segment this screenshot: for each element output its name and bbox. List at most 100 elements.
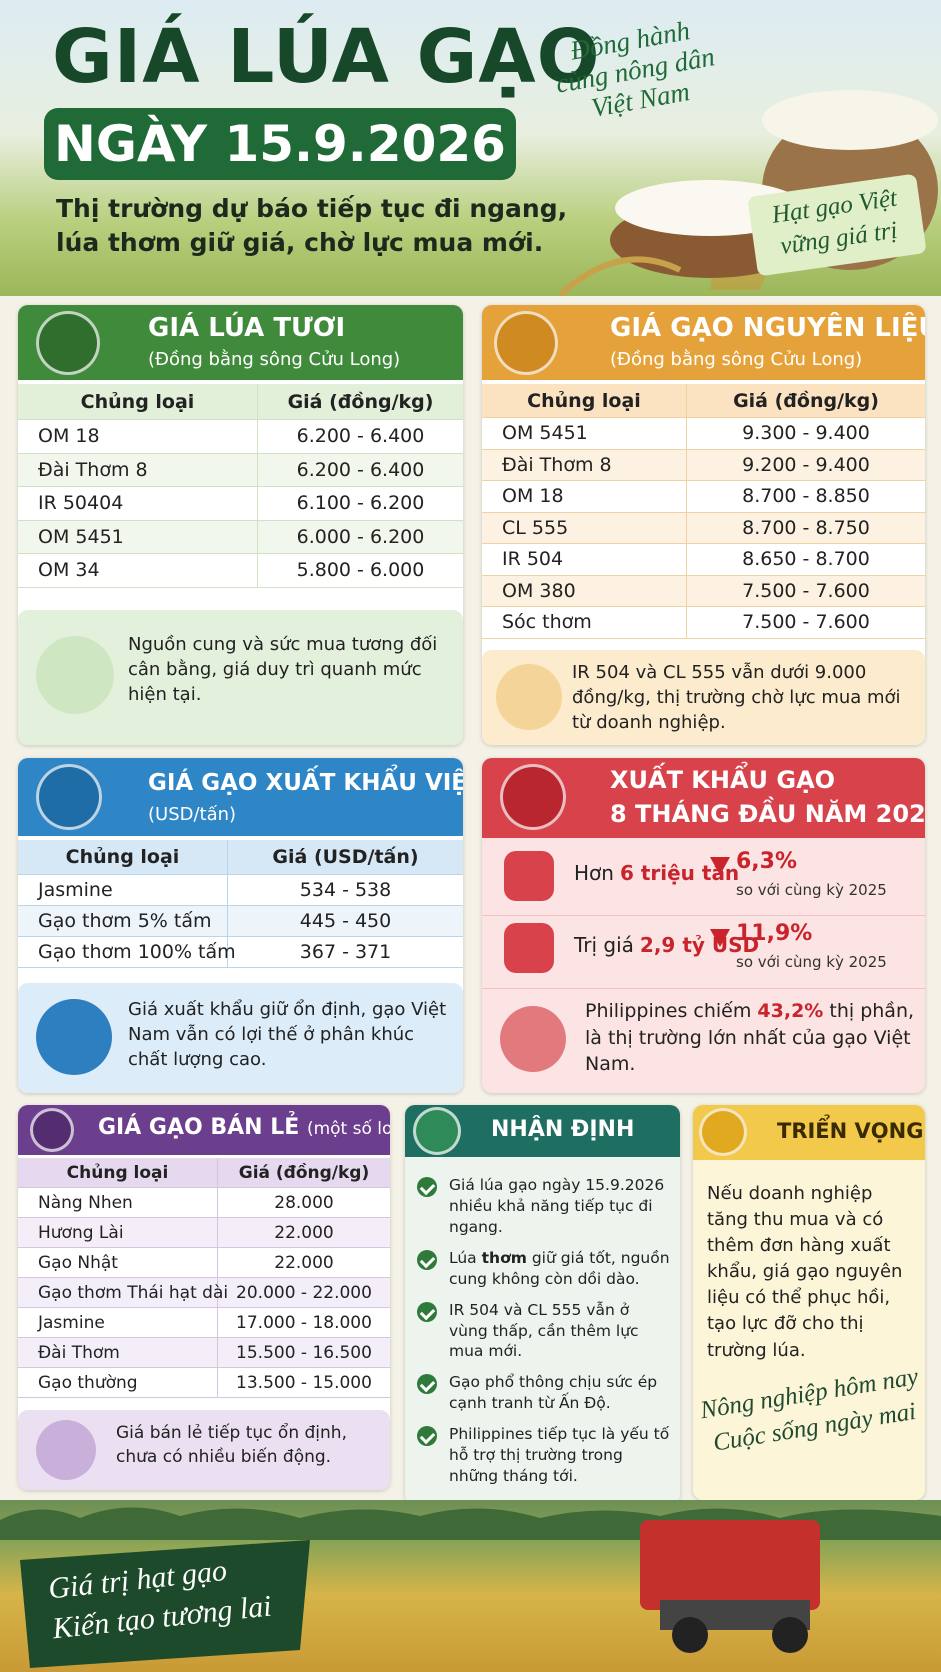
cell: OM 380 <box>482 575 687 606</box>
prospects-panel: TRIỂN VỌNG Nếu doanh nghiệp tăng thu mua… <box>693 1105 925 1500</box>
panel-header: GIÁ GẠO XUẤT KHẨU VIỆT NAM (USD/tấn) <box>18 758 463 836</box>
bullet: Philippines tiếp tục là yếu tố hỗ trợ th… <box>413 1424 671 1487</box>
share-highlight: 43,2% <box>757 1000 824 1022</box>
cell: 6.200 - 6.400 <box>296 425 425 448</box>
panel-title: GIÁ GẠO BÁN LẺ (một số loại) <box>98 1115 390 1140</box>
cell: OM 5451 <box>482 418 687 449</box>
table-row: OM 380 7.500 - 7.600 <box>482 575 925 607</box>
title-text: GIÁ GẠO BÁN LẺ <box>98 1115 300 1140</box>
cell: Jasmine <box>18 1308 218 1337</box>
cell: 17.000 - 18.000 <box>236 1312 372 1333</box>
cell: 6.200 - 6.400 <box>296 458 425 481</box>
table-row: OM 34 5.800 - 6.000 <box>18 554 463 588</box>
panel-title: GIÁ GẠO NGUYÊN LIỆU <box>610 313 925 343</box>
cell: IR 504 <box>482 544 687 575</box>
cell: Gạo thơm Thái hạt dài <box>18 1278 228 1307</box>
cell: Giá (đồng/kg) <box>733 389 879 412</box>
panel-header: GIÁ GẠO NGUYÊN LIỆU (Đồng bằng sông Cửu … <box>482 305 925 380</box>
cell: 367 - 371 <box>299 941 392 963</box>
cell: 20.000 - 22.000 <box>236 1282 372 1303</box>
retail-panel: GIÁ GẠO BÁN LẺ (một số loại) Giá bán lẻ … <box>18 1105 390 1490</box>
cell: Chủng loại <box>18 840 228 874</box>
cell: Nàng Nhen <box>18 1188 218 1217</box>
table-row: Gạo thơm 5% tấm 445 - 450 <box>18 906 463 937</box>
title: GIÁ LÚA GẠO <box>52 14 601 100</box>
header: GIÁ LÚA GẠO NGÀY 15.9.2026 Thị trường dự… <box>0 0 941 296</box>
note: Giá bán lẻ tiếp tục ổn định, chưa có nhi… <box>18 1410 390 1490</box>
panel-title: TRIỂN VỌNG <box>777 1119 924 1143</box>
panel-header: TRIỂN VỌNG <box>693 1105 925 1160</box>
note: Nguồn cung và sức mua tương đối cân bằng… <box>18 610 463 745</box>
prospects-text: Nếu doanh nghiệp tăng thu mua và có thêm… <box>707 1183 903 1361</box>
subtitle-line: Thị trường dự báo tiếp tục đi ngang, <box>56 194 568 223</box>
table-row: Sóc thơm 7.500 - 7.600 <box>482 607 925 639</box>
export-volume-panel: XUẤT KHẨU GẠO 8 THÁNG ĐẦU NĂM 2026 Hơn 6 … <box>482 758 925 1093</box>
stat-highlight: 2,9 tỷ USD <box>639 933 760 957</box>
stat-compare: so với cùng kỳ 2025 <box>736 881 887 899</box>
table-row: IR 504 8.650 - 8.700 <box>482 544 925 576</box>
icon <box>36 1420 96 1480</box>
panel-header: NHẬN ĐỊNH <box>405 1105 680 1157</box>
cell: 534 - 538 <box>299 879 392 901</box>
cell: Gạo Nhật <box>18 1248 218 1277</box>
table-header: Chủng loại Giá (đồng/kg) <box>18 384 463 420</box>
bullet: Lúa thơm giữ giá tốt, nguồn cung không c… <box>413 1248 671 1290</box>
stat-icon <box>504 923 554 973</box>
table-row: OM 5451 6.000 - 6.200 <box>18 520 463 554</box>
table-row: OM 18 6.200 - 6.400 <box>18 420 463 454</box>
panel-title: GIÁ LÚA TƯƠI <box>148 313 346 343</box>
icon <box>30 1108 74 1152</box>
cell: 7.500 - 7.600 <box>742 579 870 602</box>
panel-region: (Đồng bằng sông Cửu Long) <box>610 349 863 370</box>
date-banner: NGÀY 15.9.2026 <box>44 108 516 180</box>
cell: Đài Thơm 8 <box>18 453 258 486</box>
down-arrow <box>710 929 730 947</box>
panel-unit: (USD/tấn) <box>148 804 237 825</box>
icon <box>36 764 102 830</box>
stat-text: Trị giá 2,9 tỷ USD <box>574 933 759 957</box>
icon <box>36 636 114 714</box>
cell: 8.700 - 8.850 <box>742 485 870 508</box>
pie-icon <box>500 1006 566 1072</box>
icon <box>496 664 562 730</box>
table-row: Nàng Nhen 28.000 <box>18 1188 390 1218</box>
cell: IR 50404 <box>18 487 258 520</box>
cell: 8.650 - 8.700 <box>742 548 870 571</box>
cell: Đài Thơm 8 <box>482 449 687 480</box>
cell: 6.100 - 6.200 <box>296 492 425 515</box>
icon <box>494 311 558 375</box>
icon <box>413 1107 461 1155</box>
export-price-panel: GIÁ GẠO XUẤT KHẨU VIỆT NAM (USD/tấn) Giá… <box>18 758 463 1093</box>
bullet-text: giữ giá tốt, nguồn cung không còn dồi dà… <box>449 1248 670 1288</box>
cell: 15.500 - 16.500 <box>236 1342 372 1363</box>
panel-header: XUẤT KHẨU GẠO 8 THÁNG ĐẦU NĂM 2026 <box>482 758 925 838</box>
bullet: Giá lúa gạo ngày 15.9.2026 nhiều khả năn… <box>413 1175 671 1238</box>
table-row: Jasmine 534 - 538 <box>18 875 463 906</box>
cell: 9.300 - 9.400 <box>742 422 870 445</box>
bullet: IR 504 và CL 555 vẫn ở vùng thấp, cần th… <box>413 1300 671 1363</box>
cell: Giá (đồng/kg) <box>238 1162 370 1183</box>
table-row: CL 555 8.700 - 8.750 <box>482 512 925 544</box>
note: IR 504 và CL 555 vẫn dưới 9.000 đồng/kg,… <box>482 650 925 745</box>
stat-label: Trị giá <box>574 933 634 957</box>
panel-region: (Đồng bằng sông Cửu Long) <box>148 349 401 370</box>
panel-header: GIÁ LÚA TƯƠI (Đồng bằng sông Cửu Long) <box>18 305 463 380</box>
outlook-panel: NHẬN ĐỊNH Giá lúa gạo ngày 15.9.2026 nhi… <box>405 1105 680 1505</box>
cell: Sóc thơm <box>482 607 687 638</box>
bullet-text: Lúa <box>449 1248 477 1267</box>
cell: 7.500 - 7.600 <box>742 611 870 634</box>
panel-title: XUẤT KHẨU GẠO <box>610 766 836 794</box>
subtitle-line: lúa thơm giữ giá, chờ lực mua mới. <box>56 228 544 257</box>
table-row: Gạo thơm Thái hạt dài 20.000 - 22.000 <box>18 1278 390 1308</box>
share-after: thị phần, là thị trường lớn nhất của gạo… <box>585 1000 915 1076</box>
note-text: Nguồn cung và sức mua tương đối cân bằng… <box>128 634 438 706</box>
table-row: OM 5451 9.300 - 9.400 <box>482 418 925 450</box>
cell: Giá (đồng/kg) <box>287 390 434 413</box>
panel-header: GIÁ GẠO BÁN LẺ (một số loại) <box>18 1105 390 1155</box>
cell: Chủng loại <box>18 1158 218 1187</box>
bullet-bold: thơm <box>481 1248 527 1267</box>
cell: 28.000 <box>274 1192 334 1213</box>
table-row: IR 50404 6.100 - 6.200 <box>18 487 463 521</box>
cell: 8.700 - 8.750 <box>742 516 870 539</box>
